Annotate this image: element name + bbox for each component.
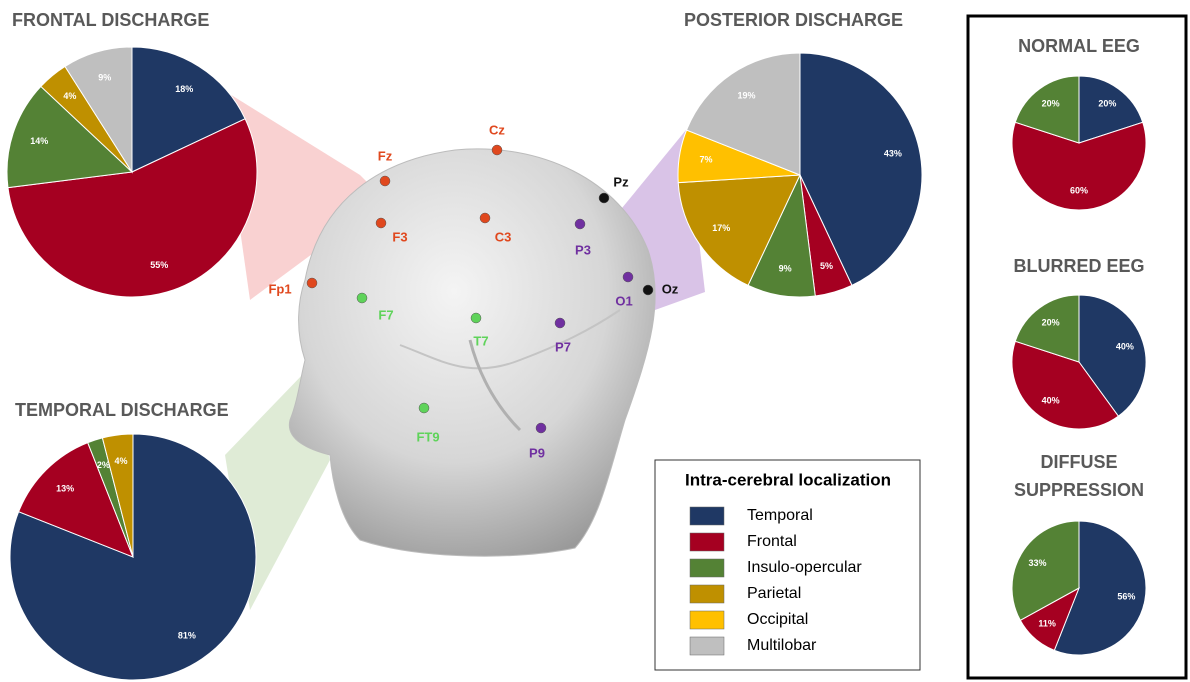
slice-label: 14%: [30, 136, 48, 146]
legend-swatch: [690, 559, 724, 577]
electrode-label: T7: [473, 333, 488, 348]
electrode-label: Fz: [378, 148, 393, 163]
electrode: [623, 272, 633, 282]
electrode: [419, 403, 429, 413]
slice-label: 43%: [884, 149, 902, 159]
slice-label: 19%: [738, 91, 756, 101]
pie-title: DIFFUSE SUPPRESSION: [999, 448, 1159, 504]
electrode-label: Cz: [489, 122, 505, 137]
slice-label: 18%: [175, 84, 193, 94]
slice-label: 20%: [1042, 98, 1060, 108]
electrode: [357, 293, 367, 303]
legend-label: Temporal: [747, 507, 813, 524]
legend-swatch: [690, 637, 724, 655]
electrode-label: Fp1: [268, 281, 291, 296]
electrode-label: F7: [378, 307, 393, 322]
slice-label: 60%: [1070, 186, 1088, 196]
slice-label: 4%: [63, 91, 76, 101]
electrode-label: F3: [392, 229, 407, 244]
legend-swatch: [690, 585, 724, 603]
slice-label: 9%: [98, 73, 111, 83]
legend-label: Multilobar: [747, 637, 817, 654]
electrode-label: Oz: [662, 281, 679, 296]
slice-label: 20%: [1042, 317, 1060, 327]
electrode: [471, 313, 481, 323]
legend-swatch: [690, 611, 724, 629]
canvas: Intra-cerebral localization 18% 55% 14% 4% 9…: [0, 0, 1190, 682]
legend-swatch: [690, 533, 724, 551]
electrode: [480, 213, 490, 223]
slice-label: 4%: [114, 456, 127, 466]
electrode: [575, 219, 585, 229]
slice-label: 33%: [1028, 558, 1046, 568]
figure: Intra-cerebral localization 18% 55% 14% 4% 9…: [0, 0, 1190, 682]
legend-label: Insulo-opercular: [747, 559, 862, 576]
legend-label: Occipital: [747, 611, 808, 628]
electrode-label: P3: [575, 242, 591, 257]
legend-title: Intra-cerebral localization: [685, 470, 891, 489]
electrode: [643, 285, 653, 295]
electrode: [307, 278, 317, 288]
pie-title: BLURRED EEG: [999, 252, 1159, 280]
legend-swatch: [690, 507, 724, 525]
pie-title: NORMAL EEG: [999, 32, 1159, 60]
electrode: [376, 218, 386, 228]
slice-label: 40%: [1042, 395, 1060, 405]
legend-label: Parietal: [747, 585, 801, 602]
slice-label: 17%: [712, 223, 730, 233]
electrode: [380, 176, 390, 186]
slice-label: 2%: [97, 460, 110, 470]
slice-label: 55%: [150, 260, 168, 270]
electrode: [599, 193, 609, 203]
electrode-label: Pz: [613, 174, 629, 189]
slice-label: 40%: [1116, 341, 1134, 351]
slice-label: 56%: [1117, 591, 1135, 601]
electrode-label: FT9: [416, 429, 439, 444]
electrode-label: P9: [529, 445, 545, 460]
electrode: [492, 145, 502, 155]
electrode-label: C3: [495, 229, 512, 244]
electrode-label: P7: [555, 339, 571, 354]
slice-label: 11%: [1038, 619, 1056, 629]
electrode: [536, 423, 546, 433]
electrode-label: O1: [615, 293, 632, 308]
electrode: [555, 318, 565, 328]
slice-label: 81%: [178, 631, 196, 641]
pie-title: POSTERIOR DISCHARGE: [684, 6, 903, 34]
slice-label: 20%: [1098, 98, 1116, 108]
legend-label: Frontal: [747, 533, 797, 550]
slice-label: 7%: [700, 154, 713, 164]
slice-label: 5%: [820, 261, 833, 271]
pie-title: TEMPORAL DISCHARGE: [15, 396, 229, 424]
slice-label: 13%: [56, 484, 74, 494]
pie-title: FRONTAL DISCHARGE: [12, 6, 209, 34]
slice-label: 9%: [779, 263, 792, 273]
